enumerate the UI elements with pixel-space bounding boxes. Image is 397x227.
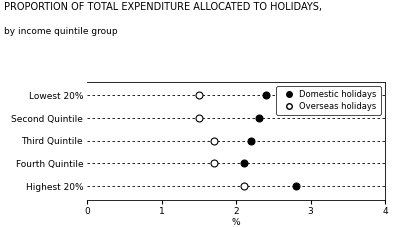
Point	[241, 162, 247, 165]
Legend: Domestic holidays, Overseas holidays: Domestic holidays, Overseas holidays	[276, 86, 381, 115]
Text: PROPORTION OF TOTAL EXPENDITURE ALLOCATED TO HOLIDAYS,: PROPORTION OF TOTAL EXPENDITURE ALLOCATE…	[4, 2, 322, 12]
Point	[241, 184, 247, 188]
Point	[248, 139, 254, 143]
Point	[293, 184, 299, 188]
Point	[211, 139, 217, 143]
Point	[263, 94, 269, 97]
Point	[196, 116, 202, 120]
X-axis label: %: %	[232, 218, 241, 227]
Point	[211, 162, 217, 165]
Point	[196, 94, 202, 97]
Point	[255, 116, 262, 120]
Text: by income quintile group: by income quintile group	[4, 27, 118, 36]
